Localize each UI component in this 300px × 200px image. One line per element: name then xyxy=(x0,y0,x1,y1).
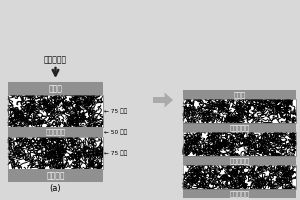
Bar xyxy=(183,99,296,123)
Bar xyxy=(8,95,103,127)
Text: ← 75 微米: ← 75 微米 xyxy=(104,150,127,156)
Text: 柔性箔衬底: 柔性箔衬底 xyxy=(230,190,250,197)
Bar xyxy=(8,137,103,169)
Text: 柔性箔衬底: 柔性箔衬底 xyxy=(46,129,65,135)
Bar xyxy=(183,132,296,156)
Text: 散热片: 散热片 xyxy=(233,91,245,98)
Text: (a): (a) xyxy=(50,184,61,194)
Bar xyxy=(8,127,103,137)
Text: 柔性箔衬底: 柔性箔衬底 xyxy=(230,157,250,164)
Bar xyxy=(183,189,296,198)
Bar xyxy=(183,90,296,99)
Bar xyxy=(183,156,296,165)
Text: 柔性箔衬底: 柔性箔衬底 xyxy=(230,124,250,131)
Text: ← 50 微米: ← 50 微米 xyxy=(104,129,127,135)
Bar xyxy=(8,82,103,95)
Bar xyxy=(183,123,296,132)
Bar xyxy=(183,99,296,123)
Text: 散热片: 散热片 xyxy=(49,84,62,93)
Text: 电子装置: 电子装置 xyxy=(46,171,65,180)
Text: ← 75 微米: ← 75 微米 xyxy=(104,108,127,114)
Bar xyxy=(183,165,296,189)
Bar xyxy=(8,95,103,127)
Bar xyxy=(183,132,296,156)
Bar xyxy=(183,165,296,189)
Bar xyxy=(153,97,165,103)
Bar xyxy=(8,169,103,182)
Polygon shape xyxy=(165,92,173,108)
Bar xyxy=(8,137,103,169)
Text: 施加的压力: 施加的压力 xyxy=(44,55,67,64)
